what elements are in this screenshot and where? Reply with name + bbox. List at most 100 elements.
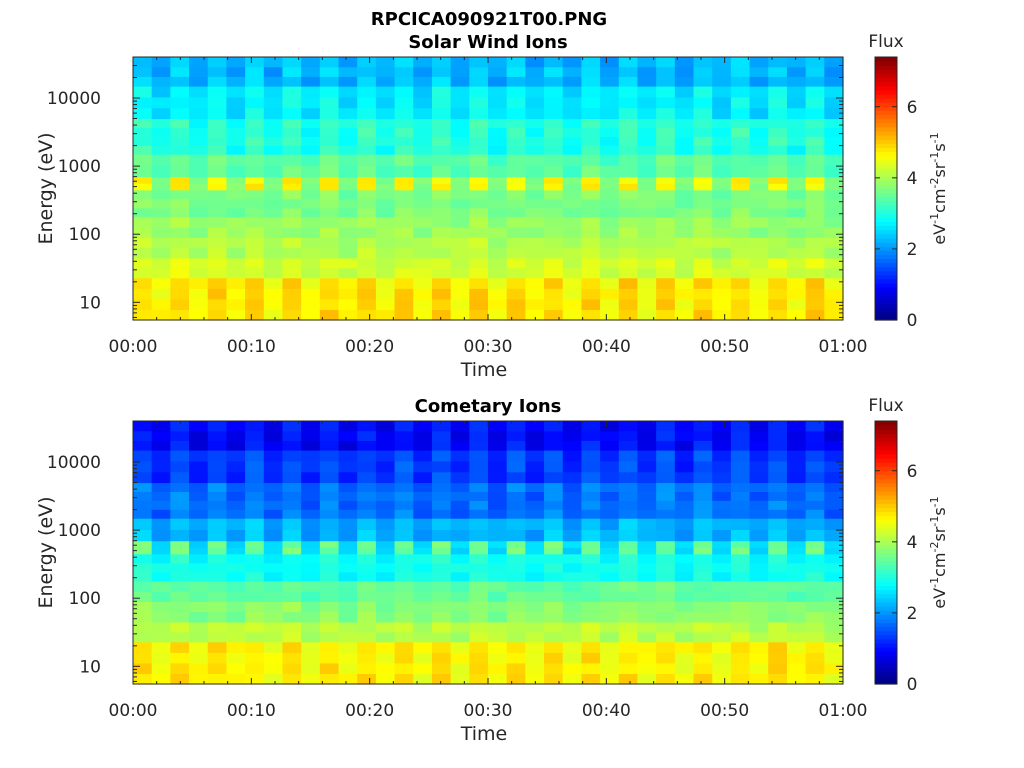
heatmap-cell	[656, 547, 676, 555]
heatmap-cell	[450, 86, 470, 98]
heatmap-cell	[506, 471, 526, 484]
heatmap-cell	[469, 553, 489, 564]
heatmap-cell	[488, 76, 508, 87]
colorbar-segment	[875, 560, 897, 566]
heatmap-cell	[319, 154, 340, 166]
heatmap-cell	[263, 500, 284, 510]
heatmap-cell	[151, 482, 171, 492]
heatmap-cell	[525, 309, 545, 321]
heatmap-cell	[637, 216, 657, 228]
heatmap-cell	[151, 491, 171, 501]
heatmap-cell	[581, 198, 601, 209]
heatmap-cell	[693, 247, 713, 259]
heatmap-cell	[133, 509, 153, 519]
heatmap-cell	[693, 641, 713, 653]
heatmap-cell	[824, 309, 844, 321]
heatmap-cell	[394, 207, 414, 218]
heatmap-cell	[469, 652, 489, 664]
heatmap-cell	[133, 621, 153, 633]
heatmap-cell	[600, 601, 620, 613]
heatmap-cell	[207, 430, 228, 441]
heatmap-cell	[600, 76, 620, 87]
heatmap-cell	[693, 621, 713, 633]
heatmap-cell	[544, 118, 564, 128]
heatmap-cell	[786, 571, 807, 582]
heatmap-cell	[450, 165, 470, 178]
heatmap-cell	[730, 66, 751, 77]
heatmap-cell	[170, 547, 190, 555]
heatmap-cell	[133, 154, 153, 166]
heatmap-cell	[282, 611, 302, 623]
heatmap-cell	[431, 288, 452, 300]
heatmap-cell	[712, 540, 732, 548]
heatmap-cell	[600, 107, 620, 120]
heatmap-cell	[693, 176, 713, 184]
heatmap-cell	[338, 482, 358, 492]
heatmap-cell	[712, 673, 732, 685]
heatmap-cell	[749, 529, 769, 542]
heatmap-cell	[805, 580, 825, 592]
heatmap-cell	[544, 57, 564, 68]
heatmap-cell	[282, 267, 302, 279]
heatmap-cell	[488, 601, 508, 613]
heatmap-cell	[133, 145, 153, 155]
heatmap-cell	[413, 421, 433, 432]
heatmap-cell	[786, 641, 807, 653]
heatmap-cell	[450, 216, 470, 228]
heatmap-cell	[375, 189, 396, 200]
heatmap-cell	[263, 66, 284, 77]
heatmap-cell	[600, 127, 620, 137]
heatmap-cell	[805, 288, 825, 300]
heatmap-cell	[133, 518, 153, 530]
heatmap-cell	[525, 257, 545, 269]
heatmap-cell	[431, 673, 452, 685]
heatmap-cell	[693, 277, 713, 289]
heatmap-cell	[375, 227, 396, 238]
heatmap-cell	[263, 277, 284, 289]
y-axis-label: Energy (eV)	[35, 496, 57, 608]
heatmap-cell	[730, 237, 751, 249]
colorbar-segment	[875, 184, 897, 190]
heatmap-cell	[413, 430, 433, 441]
heatmap-cell	[338, 96, 358, 109]
heatmap-cell	[786, 547, 807, 555]
heatmap-cell	[431, 440, 452, 451]
heatmap-cell	[712, 207, 732, 218]
heatmap-cell	[730, 165, 751, 178]
heatmap-cell	[730, 127, 751, 137]
heatmap-cell	[431, 66, 452, 77]
heatmap-cell	[562, 107, 583, 120]
heatmap-cell	[506, 267, 526, 279]
heatmap-cell	[525, 641, 545, 653]
heatmap-cell	[431, 118, 452, 128]
heatmap-cell	[488, 580, 508, 592]
heatmap-cell	[786, 267, 807, 279]
heatmap-cell	[824, 491, 844, 501]
heatmap-cell	[824, 277, 844, 289]
heatmap-cell	[282, 491, 302, 501]
heatmap-cell	[413, 288, 433, 300]
heatmap-cell	[674, 601, 695, 613]
heatmap-cell	[245, 460, 265, 473]
heatmap-cell	[656, 500, 676, 510]
heatmap-cell	[263, 621, 284, 633]
heatmap-cell	[768, 107, 788, 120]
heatmap-cell	[450, 66, 470, 77]
heatmap-cell	[413, 154, 433, 166]
heatmap-cell	[245, 500, 265, 510]
heatmap-cell	[245, 471, 265, 484]
heatmap-cell	[693, 118, 713, 128]
heatmap-cell	[170, 553, 190, 564]
heatmap-cell	[338, 257, 358, 269]
heatmap-cell	[319, 571, 340, 582]
heatmap-cell	[525, 145, 545, 155]
heatmap-cell	[525, 277, 545, 289]
heatmap-cell	[656, 257, 676, 269]
heatmap-cell	[338, 247, 358, 259]
heatmap-cell	[319, 86, 340, 98]
heatmap-cell	[133, 430, 153, 441]
heatmap-cell	[338, 471, 358, 484]
heatmap-cell	[375, 216, 396, 228]
heatmap-cell	[674, 247, 695, 259]
heatmap-cell	[637, 309, 657, 321]
